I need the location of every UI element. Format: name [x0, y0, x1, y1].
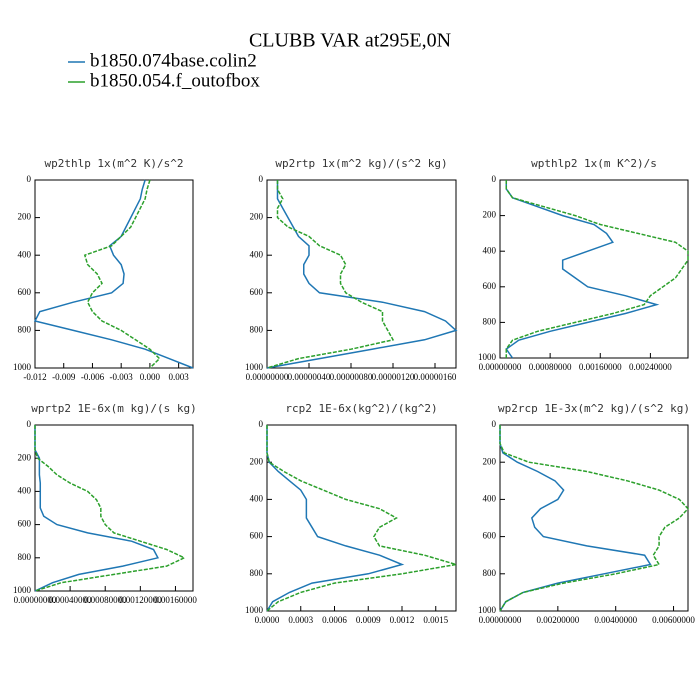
- y-tick-label: 1000: [478, 352, 497, 362]
- y-tick-label: 800: [483, 568, 497, 578]
- x-tick-label: 0.00240000: [629, 362, 672, 372]
- legend-label: b1850.074base.colin2: [90, 50, 257, 71]
- y-tick-label: 600: [483, 531, 497, 541]
- profile-line: [499, 425, 652, 612]
- x-tick-label: 0.00000080: [330, 372, 373, 382]
- y-tick-label: 800: [483, 316, 497, 326]
- plot-frame: [499, 424, 689, 612]
- profile-line: [266, 180, 458, 369]
- x-tick-label: 0.00000040: [288, 372, 331, 382]
- y-tick-label: 0: [259, 419, 264, 429]
- plot-frame: [266, 424, 457, 612]
- y-tick-label: 400: [250, 493, 264, 503]
- profile-line: [33, 179, 194, 369]
- y-tick-label: 400: [18, 249, 32, 259]
- x-tick-label: 0.00000000: [479, 615, 522, 625]
- y-tick-label: 0: [259, 174, 264, 184]
- plot-frame: [34, 424, 194, 592]
- y-tick-label: 1000: [245, 362, 264, 372]
- x-tick-label: 0.00080000: [84, 595, 127, 605]
- y-tick-label: 600: [18, 287, 32, 297]
- y-tick-label: 1000: [478, 605, 497, 615]
- y-tick-label: 600: [250, 287, 264, 297]
- x-tick-label: 0.0009: [356, 615, 381, 625]
- x-tick-label: 0.0000: [255, 615, 280, 625]
- profile-line: [505, 180, 660, 359]
- y-tick-label: 200: [250, 456, 264, 466]
- x-tick-label: 0.00000000: [14, 595, 57, 605]
- y-tick-label: 800: [18, 552, 32, 562]
- x-tick-label: 0.0006: [322, 615, 347, 625]
- x-tick-label: 0.00600000: [652, 615, 695, 625]
- panel-title: wpthlp2 1x(m K^2)/s: [531, 157, 657, 170]
- figure-title: CLUBB VAR at295E,0N: [249, 30, 451, 52]
- panel-title: wprtp2 1E-6x(m kg)/(s kg): [31, 402, 197, 415]
- y-tick-label: 200: [483, 456, 497, 466]
- y-tick-label: 200: [250, 212, 264, 222]
- x-tick-label: 0.00200000: [536, 615, 579, 625]
- y-tick-label: 600: [483, 281, 497, 291]
- panel-title: wp2rcp 1E-3x(m^2 kg)/(s^2 kg): [498, 402, 690, 415]
- y-tick-label: 400: [483, 245, 497, 255]
- y-tick-label: 0: [27, 419, 32, 429]
- profile-line: [505, 180, 689, 358]
- y-tick-label: 0: [27, 174, 32, 184]
- y-tick-label: 800: [18, 324, 32, 334]
- x-tick-label: -0.012: [23, 372, 46, 382]
- profile-line: [266, 180, 395, 369]
- profile-line: [34, 425, 186, 592]
- y-tick-label: 200: [18, 212, 32, 222]
- y-tick-label: 200: [18, 452, 32, 462]
- x-tick-label: -0.006: [81, 372, 105, 382]
- y-tick-label: 800: [250, 324, 264, 334]
- x-tick-label: 0.00000000: [246, 372, 289, 382]
- panel-title: wp2thlp 1x(m^2 K)/s^2: [44, 157, 183, 170]
- y-tick-label: 0: [492, 174, 497, 184]
- y-tick-label: 1000: [245, 605, 264, 615]
- x-tick-label: 0.0003: [288, 615, 313, 625]
- x-tick-label: 0.00120000: [119, 595, 162, 605]
- y-tick-label: 400: [250, 249, 264, 259]
- plot-frame: [266, 179, 457, 369]
- plot-frame: [34, 179, 194, 369]
- y-tick-label: 800: [250, 568, 264, 578]
- profile-line: [83, 179, 161, 369]
- y-tick-label: 1000: [13, 362, 32, 372]
- profile-line: [499, 425, 690, 612]
- x-tick-label: 0.00000000: [479, 362, 522, 372]
- y-tick-label: 600: [250, 531, 264, 541]
- x-tick-label: 0.003: [169, 372, 190, 382]
- x-tick-label: 0.00400000: [594, 615, 637, 625]
- x-tick-label: 0.000: [140, 372, 161, 382]
- y-tick-label: 400: [18, 485, 32, 495]
- x-tick-label: 0.00000120: [372, 372, 415, 382]
- x-tick-label: 0.00160000: [579, 362, 622, 372]
- y-tick-label: 0: [492, 419, 497, 429]
- x-tick-label: 0.00000160: [414, 372, 457, 382]
- y-tick-label: 400: [483, 493, 497, 503]
- x-tick-label: -0.009: [52, 372, 76, 382]
- profile-line: [266, 425, 457, 612]
- x-tick-label: 0.0015: [423, 615, 448, 625]
- x-tick-label: 0.0012: [390, 615, 415, 625]
- x-tick-label: 0.00160000: [154, 595, 197, 605]
- x-tick-label: -0.003: [110, 372, 134, 382]
- y-tick-label: 200: [483, 210, 497, 220]
- y-tick-label: 600: [18, 519, 32, 529]
- legend-label: b1850.054.f_outofbox: [90, 70, 260, 91]
- x-tick-label: 0.00080000: [529, 362, 572, 372]
- panel-title: wp2rtp 1x(m^2 kg)/(s^2 kg): [275, 157, 447, 170]
- panel-title: rcp2 1E-6x(kg^2)/(kg^2): [285, 402, 437, 415]
- x-tick-label: 0.00040000: [49, 595, 92, 605]
- y-tick-label: 1000: [13, 585, 32, 595]
- plot-frame: [499, 179, 689, 359]
